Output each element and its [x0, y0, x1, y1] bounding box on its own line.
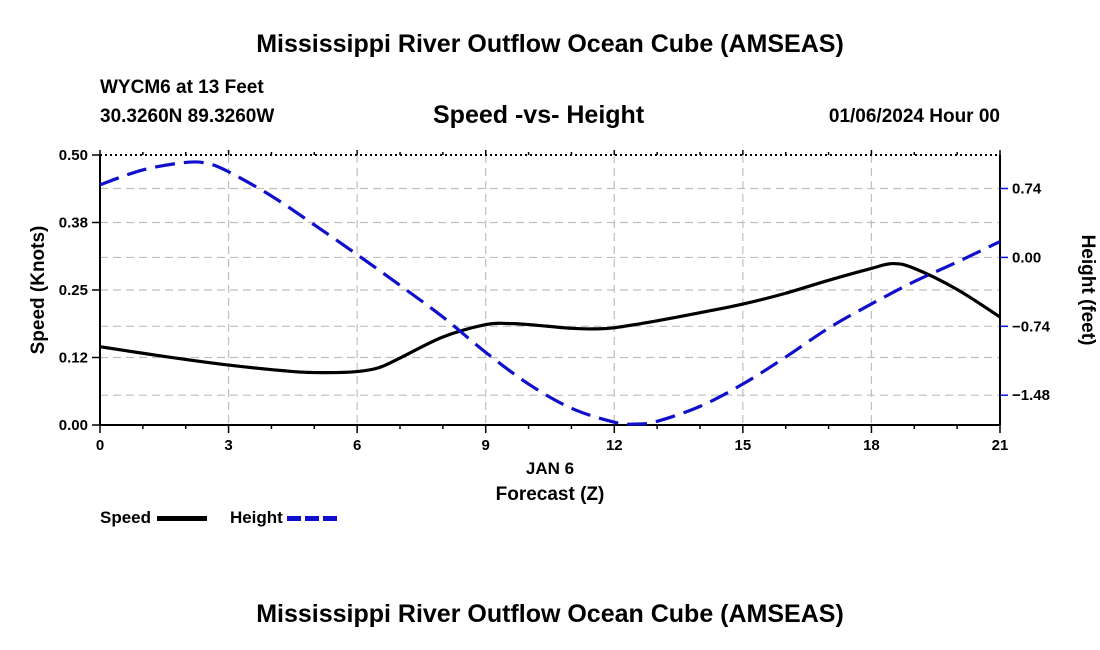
y-right-tick-label: −1.48 — [1012, 387, 1050, 404]
x-tick-label: 6 — [353, 437, 361, 454]
x-tick-label: 15 — [735, 437, 752, 454]
station-label: WYCM6 at 13 Feet — [100, 77, 264, 98]
legend-height-swatch — [287, 516, 338, 522]
y-left-axis-title: Speed (Knots) — [28, 226, 49, 355]
y-left-tick-label: 0.50 — [59, 147, 88, 164]
x-axis-title: Forecast (Z) — [496, 484, 605, 505]
y-right-axis-title: Height (feet) — [1077, 235, 1098, 346]
y-left-tick-label: 0.12 — [59, 350, 88, 367]
legend-speed-label: Speed — [100, 508, 152, 527]
y-left-tick-label: 0.00 — [59, 417, 88, 434]
legend-speed-swatch — [157, 516, 208, 522]
y-right-tick-label: 0.00 — [1012, 249, 1041, 266]
chart-title: Speed -vs- Height — [433, 101, 645, 129]
series-line-speed — [99, 261, 1001, 375]
x-tick-label: 0 — [96, 437, 104, 454]
y-right-tick-label: −0.74 — [1012, 318, 1051, 335]
x-tick-label: 18 — [863, 437, 880, 454]
x-tick-label: 12 — [606, 437, 623, 454]
x-axis-date-label: JAN 6 — [526, 459, 574, 478]
y-left-tick-label: 0.38 — [59, 215, 88, 232]
series-line-height — [99, 160, 1001, 426]
legend-height-label: Height — [229, 508, 283, 527]
x-tick-label: 3 — [224, 437, 232, 454]
legend: Speed Height — [100, 508, 338, 528]
page-title-bottom: Mississippi River Outflow Ocean Cube (AM… — [256, 600, 844, 628]
page-title-top: Mississippi River Outflow Ocean Cube (AM… — [256, 30, 844, 58]
x-tick-label: 21 — [992, 437, 1009, 454]
coordinates-label: 30.3260N 89.3260W — [100, 106, 275, 127]
y-left-tick-label: 0.25 — [59, 282, 88, 299]
x-tick-label: 9 — [482, 437, 490, 454]
y-right-tick-label: 0.74 — [1012, 181, 1042, 198]
date-label: 01/06/2024 Hour 00 — [828, 106, 1000, 127]
